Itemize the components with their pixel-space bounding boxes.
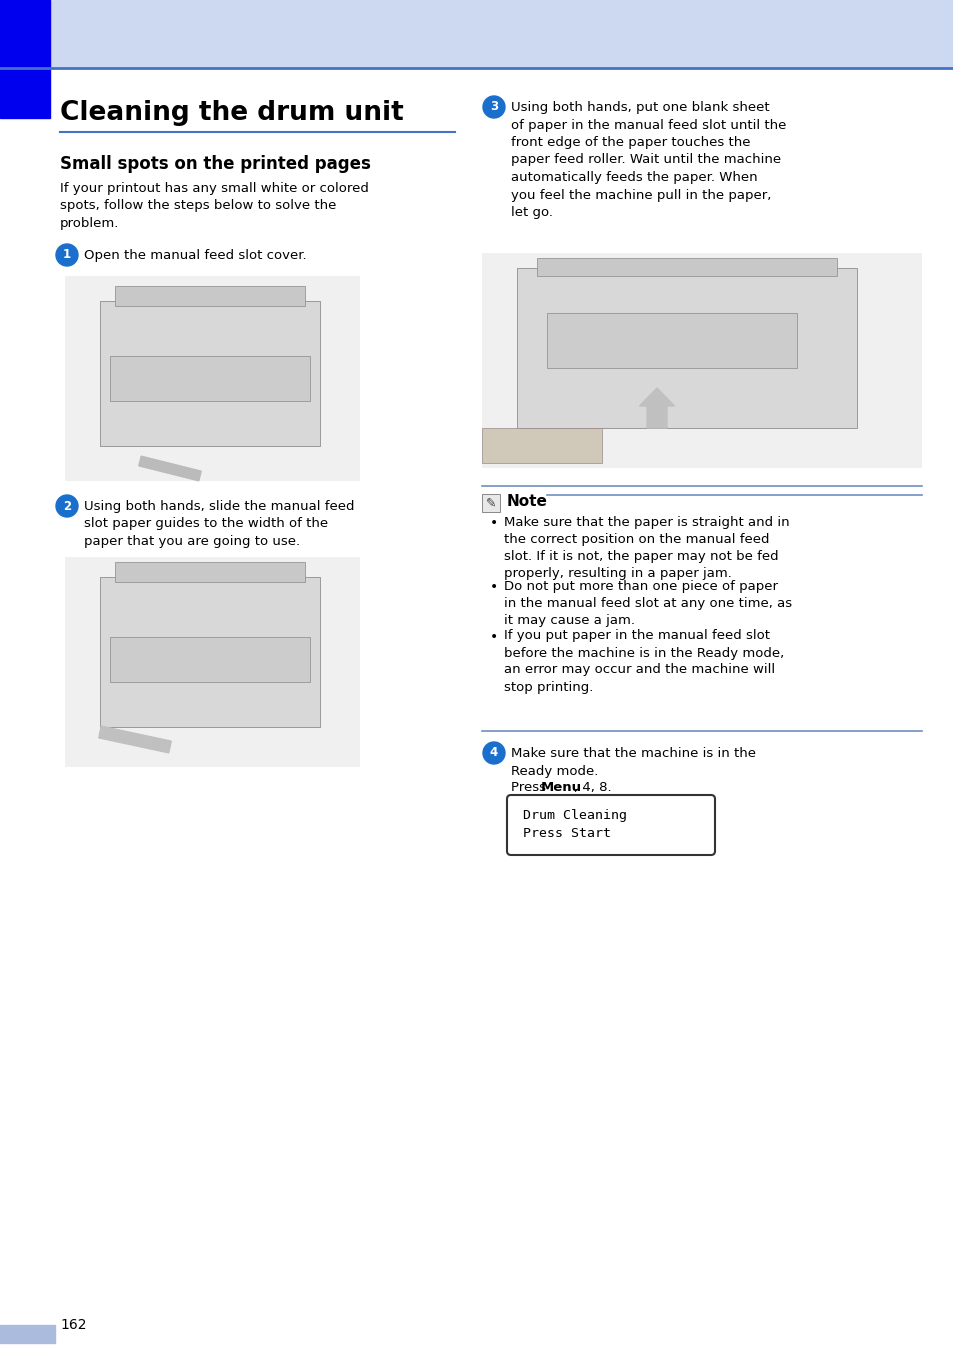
- Text: ✎: ✎: [485, 496, 496, 510]
- Text: 3: 3: [490, 101, 497, 113]
- Bar: [537, 257, 836, 276]
- Text: Using both hands, put one blank sheet
of paper in the manual feed slot until the: Using both hands, put one blank sheet of…: [511, 101, 785, 218]
- Circle shape: [56, 244, 78, 266]
- Bar: [110, 638, 310, 682]
- Bar: [110, 356, 310, 400]
- Bar: [517, 268, 856, 429]
- Text: Small spots on the printed pages: Small spots on the printed pages: [60, 155, 371, 173]
- Text: Menu: Menu: [540, 780, 581, 794]
- FancyArrow shape: [138, 456, 201, 481]
- Circle shape: [482, 741, 504, 764]
- Text: Make sure that the machine is in the
Ready mode.: Make sure that the machine is in the Rea…: [511, 747, 755, 778]
- Bar: [100, 301, 319, 446]
- Bar: [481, 493, 499, 512]
- Text: Note: Note: [506, 493, 547, 510]
- Bar: [481, 429, 601, 462]
- Bar: [65, 557, 359, 767]
- Bar: [0, 1325, 55, 1343]
- Bar: [0, 0, 953, 67]
- Text: 2: 2: [63, 500, 71, 512]
- FancyBboxPatch shape: [506, 795, 714, 855]
- Bar: [100, 577, 319, 727]
- Text: Open the manual feed slot cover.: Open the manual feed slot cover.: [84, 249, 306, 262]
- Text: If your printout has any small white or colored
spots, follow the steps below to: If your printout has any small white or …: [60, 182, 369, 231]
- Circle shape: [482, 96, 504, 119]
- FancyArrow shape: [99, 727, 172, 754]
- Text: Do not put more than one piece of paper
in the manual feed slot at any one time,: Do not put more than one piece of paper …: [503, 580, 791, 627]
- FancyArrow shape: [639, 388, 674, 429]
- Bar: [115, 286, 305, 306]
- Text: If you put paper in the manual feed slot
before the machine is in the Ready mode: If you put paper in the manual feed slot…: [503, 630, 783, 693]
- Bar: [115, 562, 305, 582]
- Text: Using both hands, slide the manual feed
slot paper guides to the width of the
pa: Using both hands, slide the manual feed …: [84, 500, 355, 549]
- Text: Make sure that the paper is straight and in
the correct position on the manual f: Make sure that the paper is straight and…: [503, 516, 789, 580]
- Bar: [0, 0, 50, 119]
- Text: Cleaning the drum unit: Cleaning the drum unit: [60, 100, 403, 125]
- Circle shape: [56, 495, 78, 518]
- Text: Drum Cleaning: Drum Cleaning: [522, 809, 626, 822]
- Bar: [65, 276, 359, 481]
- Text: •: •: [490, 630, 497, 643]
- Text: Press: Press: [511, 780, 550, 794]
- Text: •: •: [490, 580, 497, 594]
- Text: 1: 1: [63, 248, 71, 262]
- Text: 162: 162: [60, 1318, 87, 1332]
- Text: 4: 4: [489, 747, 497, 759]
- Text: , 4, 8.: , 4, 8.: [574, 780, 611, 794]
- Text: •: •: [490, 516, 497, 530]
- Bar: [481, 253, 921, 468]
- Text: Press Start: Press Start: [522, 828, 610, 840]
- Bar: [546, 313, 796, 368]
